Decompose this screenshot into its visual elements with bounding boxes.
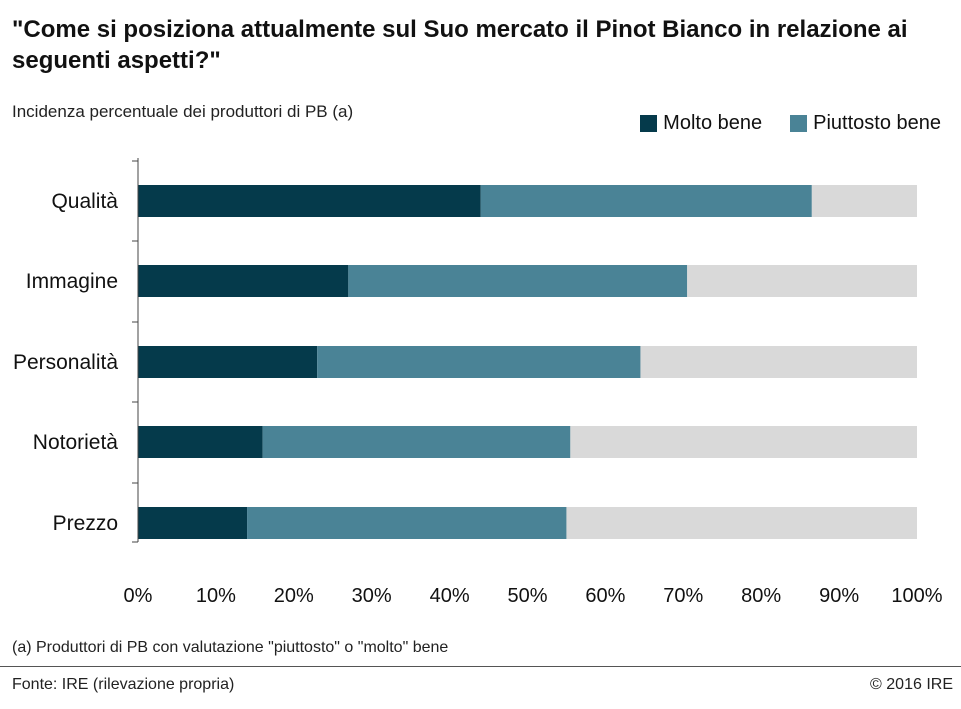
bar-piuttosto-bene-2 xyxy=(317,346,641,378)
x-tick-label: 10% xyxy=(196,585,236,607)
x-tick-label: 100% xyxy=(891,585,942,607)
bar-rest-3 xyxy=(570,426,917,458)
stacked-bar-chart: Qualità Immagine Personalità Notorietà Prezz… xyxy=(13,158,943,607)
x-tick-label: 70% xyxy=(663,585,703,607)
bar-piuttosto-bene-1 xyxy=(348,265,688,297)
bar-rest-4 xyxy=(566,507,917,539)
x-tick-label: 60% xyxy=(585,585,625,607)
x-tick-label: 0% xyxy=(124,585,153,607)
bar-molto-bene-4 xyxy=(138,507,248,539)
x-tick-label: 20% xyxy=(274,585,314,607)
x-tick-label: 50% xyxy=(507,585,547,607)
chart-title: "Come si posiziona attualmente sul Suo m… xyxy=(12,16,908,74)
bar-molto-bene-0 xyxy=(138,185,481,217)
category-label: Personalità xyxy=(13,351,118,374)
x-tick-label: 30% xyxy=(352,585,392,607)
bar-molto-bene-3 xyxy=(138,426,263,458)
category-label: Notorietà xyxy=(33,431,119,454)
legend-item-piuttosto-bene: Piuttosto bene xyxy=(790,112,941,135)
legend-swatch-molto-bene xyxy=(640,115,658,132)
category-label: Prezzo xyxy=(53,512,118,535)
bar-rest-2 xyxy=(640,346,917,378)
x-axis-ticks: 0% 10% 20% 30% 40% 50% 60% 70% 80% 90% 100% xyxy=(124,585,943,607)
x-tick-label: 90% xyxy=(819,585,859,607)
bar-piuttosto-bene-0 xyxy=(480,185,812,217)
footnote: (a) Produttori di PB con valutazione "pi… xyxy=(12,639,449,656)
copyright: © 2016 IRE xyxy=(870,676,953,693)
bar-piuttosto-bene-3 xyxy=(262,426,571,458)
legend-swatch-piuttosto-bene xyxy=(790,115,808,132)
chart-legend: Molto bene Piuttosto bene xyxy=(612,112,941,135)
source-note: Fonte: IRE (rilevazione propria) xyxy=(12,676,235,693)
bar-rest-0 xyxy=(811,185,917,217)
legend-item-molto-bene: Molto bene xyxy=(640,112,762,135)
x-tick-label: 80% xyxy=(741,585,781,607)
category-labels: Qualità Immagine Personalità Notorietà Prezz… xyxy=(13,190,118,535)
bars-group xyxy=(132,160,917,543)
footer-divider xyxy=(0,666,961,667)
chart-subtitle: Incidenza percentuale dei produttori di … xyxy=(12,102,354,121)
bar-molto-bene-1 xyxy=(138,265,349,297)
bar-rest-1 xyxy=(687,265,917,297)
category-label: Qualità xyxy=(51,190,118,213)
category-label: Immagine xyxy=(26,270,118,293)
legend-label-molto-bene: Molto bene xyxy=(663,112,763,134)
x-tick-label: 40% xyxy=(430,585,470,607)
bar-piuttosto-bene-4 xyxy=(247,507,567,539)
bar-molto-bene-2 xyxy=(138,346,318,378)
legend-label-piuttosto-bene: Piuttosto bene xyxy=(813,112,941,134)
